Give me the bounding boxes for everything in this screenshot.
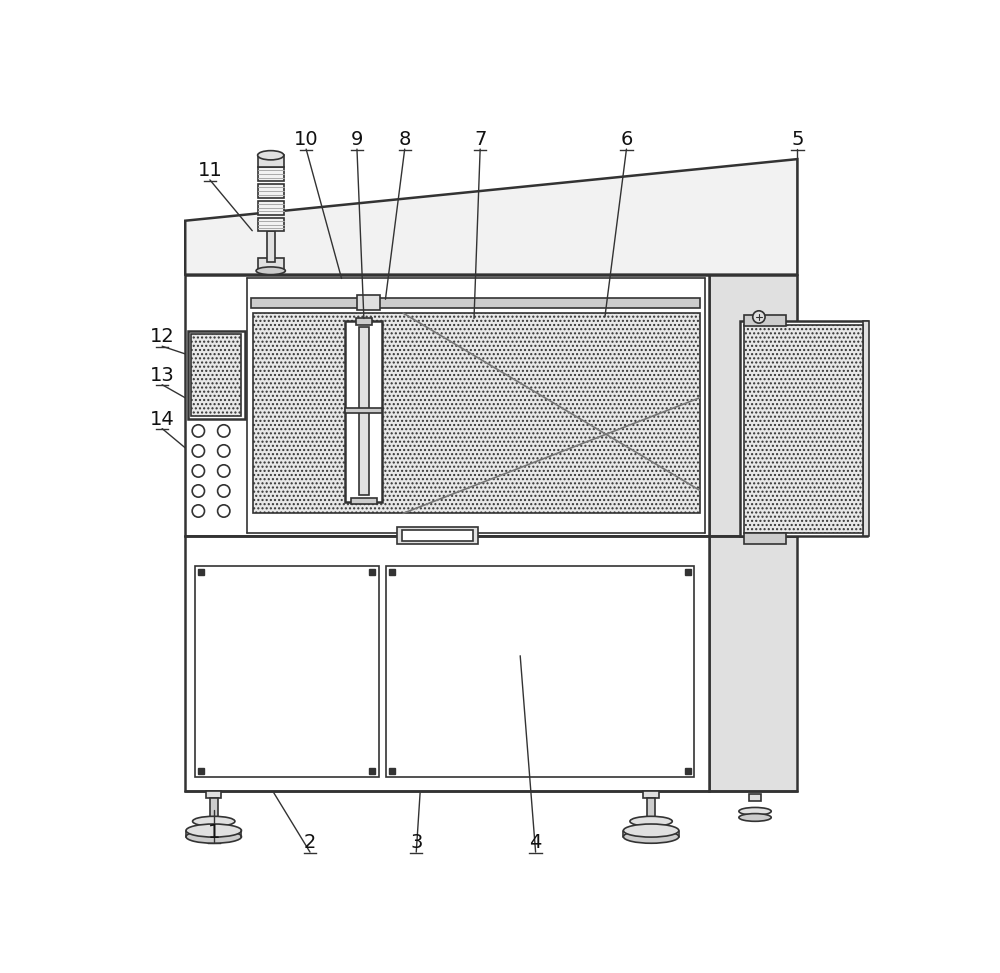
Text: 10: 10 bbox=[294, 130, 318, 149]
Bar bbox=[351, 498, 377, 504]
Text: 7: 7 bbox=[474, 130, 486, 149]
Bar bbox=[258, 259, 284, 270]
Ellipse shape bbox=[193, 816, 235, 826]
Ellipse shape bbox=[623, 824, 679, 837]
Bar bbox=[740, 321, 867, 536]
Circle shape bbox=[192, 505, 205, 518]
Bar bbox=[402, 530, 473, 541]
Text: 3: 3 bbox=[410, 833, 422, 852]
Bar bbox=[744, 315, 786, 326]
Ellipse shape bbox=[186, 830, 241, 844]
Bar bbox=[185, 536, 709, 790]
Bar bbox=[397, 527, 478, 544]
Bar bbox=[188, 331, 245, 419]
Ellipse shape bbox=[186, 824, 241, 837]
Text: 13: 13 bbox=[150, 366, 175, 384]
Polygon shape bbox=[709, 536, 797, 790]
Bar bbox=[258, 166, 284, 181]
Bar bbox=[206, 790, 221, 798]
Bar bbox=[744, 533, 786, 544]
Bar bbox=[210, 798, 218, 817]
Bar bbox=[191, 334, 241, 416]
Ellipse shape bbox=[630, 816, 672, 826]
Text: 6: 6 bbox=[620, 130, 633, 149]
Circle shape bbox=[192, 485, 205, 497]
Text: 11: 11 bbox=[198, 161, 222, 180]
Polygon shape bbox=[185, 160, 797, 274]
Circle shape bbox=[218, 425, 230, 437]
Bar bbox=[357, 295, 380, 310]
Bar bbox=[643, 790, 659, 798]
Text: 4: 4 bbox=[529, 833, 542, 852]
Circle shape bbox=[218, 485, 230, 497]
Text: 8: 8 bbox=[399, 130, 411, 149]
Circle shape bbox=[218, 505, 230, 518]
Circle shape bbox=[218, 445, 230, 457]
Text: 2: 2 bbox=[304, 833, 316, 852]
Bar bbox=[749, 794, 761, 801]
Bar bbox=[359, 327, 369, 495]
Text: 9: 9 bbox=[351, 130, 363, 149]
Bar bbox=[258, 218, 284, 232]
Bar bbox=[267, 231, 275, 262]
Text: 14: 14 bbox=[150, 410, 175, 429]
Text: 12: 12 bbox=[150, 327, 175, 346]
Ellipse shape bbox=[258, 151, 284, 160]
Circle shape bbox=[192, 445, 205, 457]
Bar bbox=[258, 184, 284, 198]
Ellipse shape bbox=[739, 808, 771, 815]
Bar bbox=[863, 321, 869, 536]
Bar bbox=[185, 274, 709, 536]
Circle shape bbox=[192, 465, 205, 477]
Bar bbox=[386, 565, 694, 777]
Text: 1: 1 bbox=[208, 823, 220, 842]
Circle shape bbox=[753, 310, 765, 323]
Ellipse shape bbox=[623, 830, 679, 844]
Bar bbox=[258, 156, 284, 166]
Text: 5: 5 bbox=[791, 130, 804, 149]
Bar bbox=[356, 318, 372, 325]
Bar bbox=[345, 408, 382, 414]
Ellipse shape bbox=[256, 267, 285, 274]
Circle shape bbox=[192, 425, 205, 437]
Bar bbox=[345, 321, 382, 502]
Bar bbox=[744, 325, 863, 532]
Bar bbox=[258, 200, 284, 215]
Bar bbox=[253, 313, 700, 514]
Circle shape bbox=[218, 465, 230, 477]
Bar bbox=[251, 298, 700, 307]
Ellipse shape bbox=[739, 813, 771, 821]
Polygon shape bbox=[709, 274, 797, 536]
Bar bbox=[647, 798, 655, 817]
Bar bbox=[195, 565, 379, 777]
